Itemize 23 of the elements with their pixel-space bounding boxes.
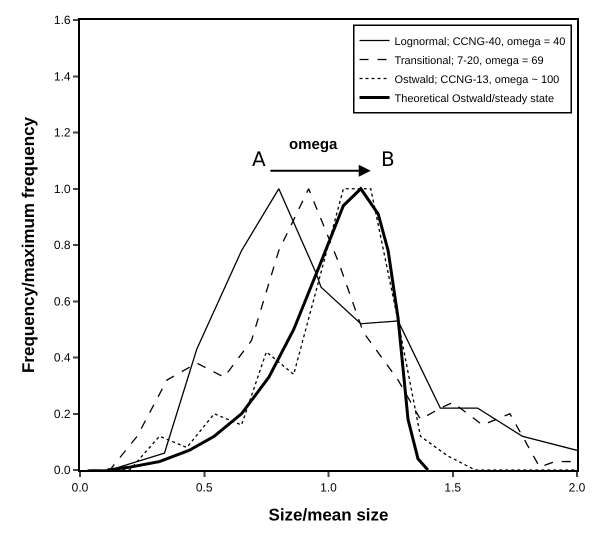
y-tick-label: 0.8 xyxy=(54,238,71,252)
x-axis-title: Size/mean size xyxy=(268,505,389,524)
y-tick-label: 1.6 xyxy=(54,13,71,28)
legend-label: Lognormal; CCNG-40, omega = 40 xyxy=(394,36,566,48)
annotation: A xyxy=(252,147,266,171)
y-tick-label: 1.0 xyxy=(54,182,71,196)
x-tick-label: 0.5 xyxy=(196,480,213,494)
annotation: omega xyxy=(289,136,338,153)
y-axis-title: Frequency/maximum frequency xyxy=(18,116,38,374)
legend-label: Ostwald; CCNG-13, omega ~ 100 xyxy=(394,74,560,86)
y-tick-label: 0.2 xyxy=(54,406,71,421)
x-tick-label: 1.0 xyxy=(320,480,338,494)
x-tick-label: 2.0 xyxy=(568,480,586,494)
y-tick-label: 0.0 xyxy=(54,463,71,478)
x-tick-label: 0.0 xyxy=(72,480,89,494)
legend-label: Theoretical Ostwald/steady state xyxy=(394,92,554,105)
annotation: B xyxy=(381,147,395,171)
y-tick-label: 1.2 xyxy=(54,126,71,140)
y-tick-label: 0.6 xyxy=(54,294,71,308)
y-tick-label: 1.4 xyxy=(54,69,71,84)
y-tick-label: 0.4 xyxy=(54,350,71,365)
legend-label: Transitional; 7-20, omega = 69 xyxy=(394,54,544,67)
x-tick-label: 1.5 xyxy=(444,480,462,494)
